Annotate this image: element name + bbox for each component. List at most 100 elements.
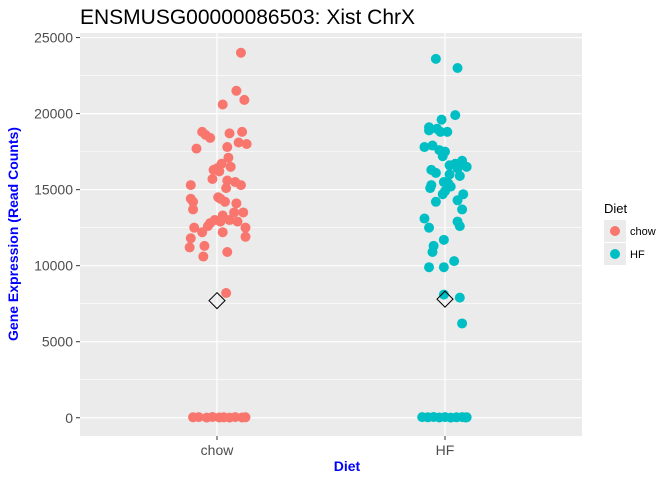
point-chow [225, 161, 236, 172]
legend-title: Diet [604, 201, 628, 216]
point-HF [424, 222, 435, 233]
point-HF [430, 196, 441, 207]
point-chow [184, 242, 195, 253]
point-chow [224, 215, 235, 226]
point-chow [193, 412, 204, 423]
point-chow [199, 240, 210, 251]
point-chow [222, 246, 233, 257]
x-tick-label: chow [201, 442, 235, 458]
y-tick-label: 5000 [42, 334, 73, 350]
point-HF [457, 204, 468, 215]
point-HF [457, 318, 468, 329]
legend: Diet chow HF [604, 201, 656, 265]
y-axis: 0 5000 10000 15000 20000 25000 [34, 30, 80, 426]
mean-markers [208, 290, 454, 310]
point-chow [185, 180, 196, 191]
point-HF [452, 195, 463, 206]
point-HF [461, 161, 472, 172]
point-HF [426, 164, 437, 175]
x-tick-label: HF [436, 442, 455, 458]
point-HF [442, 126, 453, 137]
y-tick-label: 15000 [34, 182, 73, 198]
point-HF [438, 289, 449, 300]
y-tick-label: 10000 [34, 258, 73, 274]
mean-diamond-chow [208, 291, 226, 310]
mean-diamond-HF [436, 290, 454, 308]
point-chow [230, 177, 241, 188]
point-chow [215, 216, 226, 227]
point-HF [452, 62, 463, 73]
point-chow [219, 196, 230, 207]
point-HF [461, 412, 472, 423]
point-chow [232, 216, 243, 227]
point-chow [221, 288, 232, 299]
y-tick-label: 0 [65, 410, 73, 426]
point-HF [430, 53, 441, 64]
point-HF [449, 256, 460, 267]
point-HF [424, 125, 435, 136]
chart-title: ENSMUSG00000086503: Xist ChrX [80, 6, 415, 29]
point-HF [444, 169, 455, 180]
point-HF [452, 163, 463, 174]
y-axis-label: Gene Expression (Read Counts) [5, 127, 21, 341]
point-chow [223, 152, 234, 163]
point-HF [454, 292, 465, 303]
point-chow [229, 207, 240, 218]
point-HF [424, 262, 435, 273]
point-chow [241, 139, 252, 150]
point-chow [237, 126, 248, 137]
point-chow [217, 227, 228, 238]
point-HF [435, 126, 446, 137]
point-chow [207, 173, 218, 184]
major-gridlines [80, 33, 582, 436]
point-chow [233, 137, 244, 148]
point-chow [240, 222, 251, 233]
point-chow [205, 132, 216, 143]
point-HF [454, 170, 465, 181]
y-tick-label: 25000 [34, 30, 73, 46]
point-chow [191, 143, 202, 154]
point-chow [231, 198, 242, 209]
point-HF [425, 183, 436, 194]
point-HF [444, 160, 455, 171]
point-HF [437, 189, 448, 200]
point-chow [217, 99, 228, 110]
point-HF [436, 114, 447, 125]
point-chow [235, 47, 246, 58]
point-chow [221, 183, 232, 194]
point-HF [437, 151, 448, 162]
minor-gridlines [80, 75, 582, 381]
point-HF [438, 262, 449, 273]
legend-swatch-HF [610, 249, 620, 259]
point-chow [214, 166, 225, 177]
point-HF [427, 246, 438, 257]
point-HF [450, 110, 461, 121]
x-axis-label: Diet [334, 458, 361, 474]
point-chow [222, 142, 233, 153]
point-chow [185, 233, 196, 244]
x-axis: chow HF [201, 436, 455, 458]
point-chow [231, 85, 242, 96]
legend-label-HF: HF [630, 249, 645, 261]
point-chow [240, 231, 251, 242]
point-chow [188, 196, 199, 207]
point-chow [238, 207, 249, 218]
point-chow [197, 227, 208, 238]
point-HF [438, 234, 449, 245]
legend-label-chow: chow [630, 226, 656, 238]
point-chow [189, 222, 200, 233]
plot-panel [80, 33, 582, 436]
point-chow [198, 251, 209, 262]
point-chow [222, 175, 233, 186]
point-chow [224, 128, 235, 139]
point-HF [454, 221, 465, 232]
point-HF [419, 142, 430, 153]
data-points [184, 47, 472, 423]
legend-swatch-chow [610, 226, 620, 236]
y-tick-label: 20000 [34, 106, 73, 122]
point-chow [188, 204, 199, 215]
point-chow [239, 94, 250, 105]
point-HF [419, 213, 430, 224]
point-chow [240, 412, 251, 423]
